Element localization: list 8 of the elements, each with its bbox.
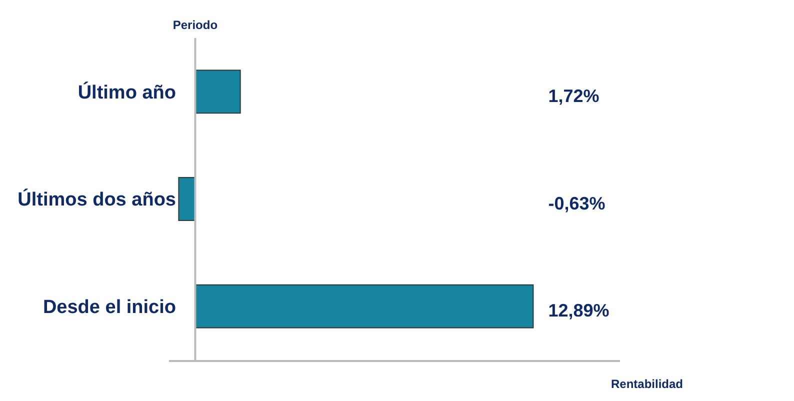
y-axis-title: Periodo [172, 18, 218, 32]
y-tick-label: Último año [78, 81, 176, 104]
y-tick-label: Últimos dos años [18, 188, 176, 211]
data-label: 1,72% [548, 86, 600, 106]
y-tick-label: Desde el inicio [42, 296, 176, 318]
data-label: 12,89% [548, 300, 610, 321]
data-label: -0,63% [548, 193, 606, 214]
x-axis-title: Rentabilidad [610, 377, 684, 391]
